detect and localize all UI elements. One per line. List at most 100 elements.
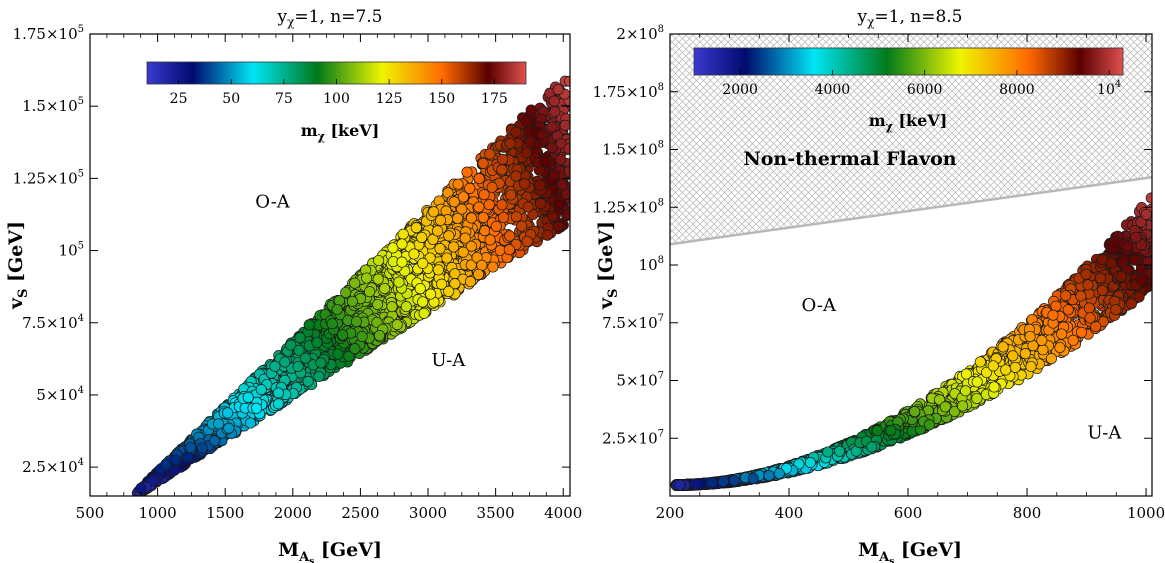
data-point <box>473 201 485 213</box>
data-point <box>1135 216 1147 228</box>
data-point <box>534 179 546 191</box>
data-point <box>1107 241 1119 253</box>
data-point <box>1060 290 1072 302</box>
y-tick-label: 1.5×105 <box>22 96 84 115</box>
left-plot-frame <box>89 33 571 497</box>
data-point <box>391 319 403 331</box>
data-point <box>428 206 440 218</box>
data-point <box>448 241 460 253</box>
data-point <box>520 147 532 159</box>
data-point <box>1105 257 1117 269</box>
left-region-labels: O-A U-A <box>255 191 466 371</box>
data-point <box>717 475 729 488</box>
region-label: U-A <box>431 350 466 371</box>
data-point <box>1025 360 1037 373</box>
y-tick-label: 1.25×105 <box>13 168 84 187</box>
data-point <box>346 295 358 307</box>
data-point <box>416 231 428 243</box>
data-point <box>1083 302 1095 314</box>
x-tick-label: 3500 <box>477 504 515 522</box>
data-point <box>1000 364 1012 376</box>
data-point <box>302 375 314 387</box>
data-point <box>272 398 285 410</box>
data-point <box>294 332 306 344</box>
data-point <box>452 178 464 190</box>
data-point <box>349 343 361 355</box>
data-point <box>556 179 568 191</box>
data-point <box>1084 312 1096 324</box>
data-point <box>510 126 522 138</box>
data-point <box>436 278 448 290</box>
data-point <box>1128 254 1141 266</box>
data-point <box>393 276 405 288</box>
colorbar-tick-label: 175 <box>481 91 508 107</box>
data-point <box>303 319 315 331</box>
data-point <box>209 435 221 447</box>
data-point <box>496 199 508 211</box>
data-point <box>490 220 502 232</box>
data-point <box>432 264 444 276</box>
data-point <box>372 273 384 285</box>
data-point <box>539 156 551 168</box>
data-point <box>340 286 352 299</box>
x-tick-label: 4000 <box>544 504 582 522</box>
data-point <box>988 381 1000 393</box>
data-point <box>552 83 564 96</box>
region-label: O-A <box>255 191 290 212</box>
data-point <box>1075 290 1087 302</box>
data-point <box>196 442 208 454</box>
data-point <box>559 119 570 131</box>
data-point <box>1135 239 1147 251</box>
colorbar-tick-label: 25 <box>170 91 188 107</box>
left-colorbar: 25 50 75 100 125 150 175 mχ [keV] <box>146 61 527 143</box>
data-point <box>169 454 182 466</box>
data-point <box>555 153 567 165</box>
data-point <box>1096 254 1108 266</box>
data-point <box>549 106 561 118</box>
data-point <box>484 234 496 246</box>
data-point <box>272 387 284 399</box>
data-point <box>1080 268 1092 280</box>
data-point <box>185 441 197 453</box>
data-point <box>331 303 343 316</box>
data-point <box>473 173 485 185</box>
data-point <box>417 257 429 269</box>
right-panel: yχ=1, n=8.5 200 400 600 800 10002.5×1075×107… <box>593 7 1165 563</box>
data-point <box>534 198 546 210</box>
data-point <box>866 441 878 453</box>
x-tick-label: 500 <box>76 504 105 522</box>
data-point <box>244 417 257 429</box>
data-point <box>449 278 461 290</box>
x-tick-label: 3000 <box>409 504 447 522</box>
data-point <box>1037 344 1049 356</box>
data-point <box>497 211 510 223</box>
colorbar-tick-label: 150 <box>428 91 455 107</box>
y-tick-label: 7.5×104 <box>22 313 84 332</box>
data-point <box>434 243 446 255</box>
data-point <box>1125 298 1137 310</box>
data-point <box>497 153 509 165</box>
data-point <box>510 211 522 223</box>
data-point <box>465 240 477 252</box>
data-point <box>269 360 281 372</box>
data-point <box>332 348 344 360</box>
y-tick-label: 1.75×105 <box>13 24 84 43</box>
data-point <box>350 315 362 328</box>
data-point <box>1135 274 1147 286</box>
data-point <box>255 384 267 396</box>
data-point <box>520 116 533 128</box>
data-point <box>456 203 468 215</box>
data-point <box>971 376 983 388</box>
data-point <box>1007 350 1019 362</box>
data-point <box>242 391 254 403</box>
x-tick-label: 2000 <box>274 504 312 522</box>
data-point <box>1096 284 1108 297</box>
data-point <box>135 482 147 494</box>
left-scatter-points <box>131 75 570 496</box>
data-point <box>971 392 983 404</box>
data-point <box>562 208 570 220</box>
left-colorbar-label: mχ [keV] <box>301 121 380 143</box>
non-thermal-boundary-line <box>670 175 1152 246</box>
colorbar-tick-label: 75 <box>275 91 293 107</box>
